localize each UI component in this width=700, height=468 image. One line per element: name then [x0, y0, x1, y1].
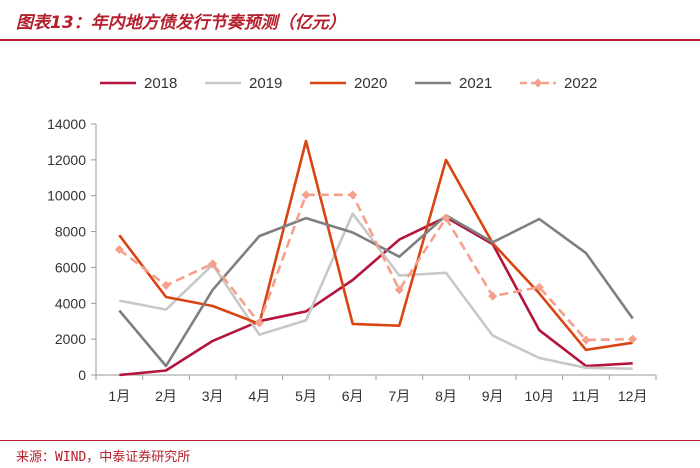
- x-tick-label: 5月: [295, 388, 317, 404]
- data-point-2022: [628, 334, 638, 344]
- y-tick-label: 12000: [47, 152, 86, 168]
- data-point-2022: [301, 190, 311, 200]
- data-point-2022: [394, 285, 404, 295]
- x-tick-label: 1月: [108, 388, 130, 404]
- legend-label-2018: 2018: [144, 75, 177, 92]
- x-tick-label: 2月: [155, 388, 177, 404]
- data-point-2022: [348, 190, 358, 200]
- legend-label-2021: 2021: [459, 75, 492, 92]
- legend-marker-2022: [533, 78, 543, 88]
- source-divider: [0, 440, 700, 441]
- x-tick-label: 12月: [618, 388, 648, 404]
- x-tick-label: 3月: [202, 388, 224, 404]
- y-tick-label: 0: [78, 367, 86, 383]
- data-point-2022: [161, 280, 171, 290]
- data-point-2022: [581, 335, 591, 345]
- legend-label-2022: 2022: [564, 75, 597, 92]
- chart-series: [114, 139, 638, 377]
- source-note: 来源：WIND，中泰证券研究所: [16, 450, 191, 465]
- series-line-2022: [118, 193, 633, 342]
- chart-title: 图表13：年内地方债发行节奏预测（亿元）: [16, 13, 346, 33]
- legend-label-2019: 2019: [249, 75, 282, 92]
- x-tick-label: 10月: [525, 388, 555, 404]
- x-tick-label: 4月: [248, 388, 270, 404]
- data-point-2022: [441, 213, 451, 223]
- legend-label-2020: 2020: [354, 75, 387, 92]
- y-tick-label: 2000: [55, 331, 86, 347]
- x-tick-label: 7月: [388, 388, 410, 404]
- data-point-2022: [488, 291, 498, 301]
- data-point-2022: [208, 259, 218, 269]
- series-line-2018: [119, 215, 633, 377]
- chart-axes: 0 2000 4000 6000 8000 10000 12000 14000 1月 2月 3月 4月…: [47, 116, 657, 404]
- y-tick-label: 8000: [55, 224, 86, 240]
- x-tick-label: 11月: [572, 388, 601, 404]
- y-tick-label: 4000: [55, 295, 86, 311]
- data-point-2022: [254, 318, 264, 328]
- series-line-2019: [119, 212, 633, 370]
- line-chart: 2018 2019 2020 2021 2022 0 2000 4000 6000 8000 10…: [47, 75, 657, 404]
- y-tick-label: 10000: [47, 188, 86, 204]
- x-tick-label: 8月: [435, 388, 457, 404]
- x-tick-label: 6月: [342, 388, 364, 404]
- chart-legend: 2018 2019 2020 2021 2022: [100, 75, 597, 92]
- y-tick-label: 6000: [55, 259, 86, 275]
- x-tick-label: 9月: [482, 388, 504, 404]
- y-tick-label: 14000: [47, 116, 86, 132]
- data-point-2022: [534, 282, 544, 292]
- title-divider: [0, 39, 700, 41]
- data-point-2022: [114, 245, 124, 254]
